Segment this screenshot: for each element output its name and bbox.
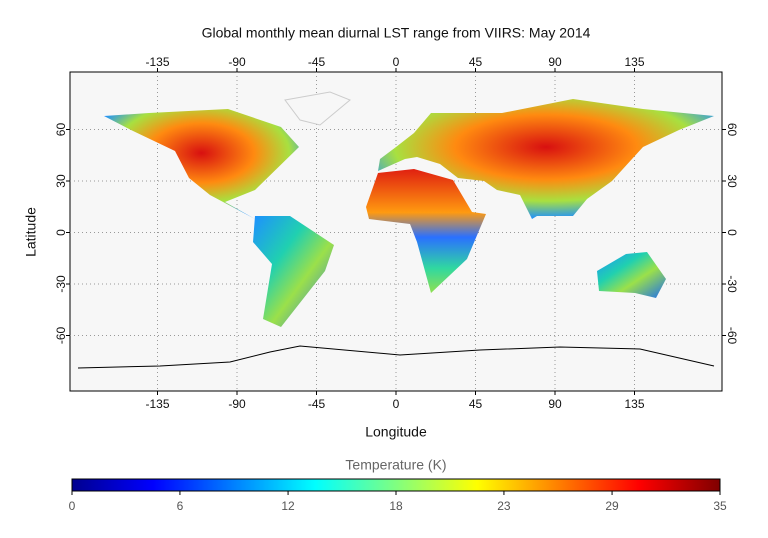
x-tick-label-top: -90 (228, 55, 246, 69)
colorbar-tick-label: 29 (605, 499, 619, 513)
x-tick-label: -45 (308, 397, 326, 411)
x-tick-label-top: 90 (548, 55, 562, 69)
antarctica-coast (77, 345, 715, 369)
x-tick-label-top: -45 (308, 55, 326, 69)
colorbar-tick-label: 6 (177, 499, 184, 513)
x-tick-label: 0 (393, 397, 400, 411)
x-tick-label-top: 135 (624, 55, 644, 69)
y-tick-label-right: 0 (725, 229, 739, 236)
africa (366, 169, 486, 293)
y-tick-label: 60 (54, 123, 68, 137)
y-tick-label-right: -30 (725, 275, 739, 293)
x-tick-label: 45 (469, 397, 483, 411)
x-tick-label: -135 (145, 397, 169, 411)
y-axis-label: Latitude (23, 207, 39, 257)
y-tick-label: -30 (54, 275, 68, 293)
colorbar-tick-label: 23 (497, 499, 511, 513)
x-tick-label-top: -135 (145, 55, 169, 69)
greenland (284, 91, 351, 126)
australia (597, 252, 666, 298)
x-axis-label: Longitude (365, 424, 427, 440)
y-tick-label: -60 (54, 327, 68, 345)
y-tick-label-right: 30 (725, 174, 739, 188)
south-america (253, 216, 334, 327)
y-tick-label: 30 (54, 174, 68, 188)
x-tick-label: -90 (228, 397, 246, 411)
x-tick-label: 135 (624, 397, 644, 411)
colorbar-label: Temperature (K) (345, 457, 446, 473)
colorbar-tick-label: 35 (713, 499, 727, 513)
y-tick-label-right: 60 (725, 123, 739, 137)
north-america (104, 109, 299, 219)
y-tick-label: 0 (54, 229, 68, 236)
colorbar-tick-label: 12 (281, 499, 295, 513)
land (77, 91, 715, 369)
x-tick-label-top: 45 (469, 55, 483, 69)
y-tick-label-right: -60 (725, 327, 739, 345)
colorbar-tick-label: 18 (389, 499, 403, 513)
colorbar-tick-label: 0 (69, 499, 76, 513)
eurasia (378, 99, 714, 219)
colorbar (71, 478, 721, 492)
map-title: Global monthly mean diurnal LST range fr… (202, 25, 591, 41)
x-tick-label: 90 (548, 397, 562, 411)
x-tick-label-top: 0 (393, 55, 400, 69)
